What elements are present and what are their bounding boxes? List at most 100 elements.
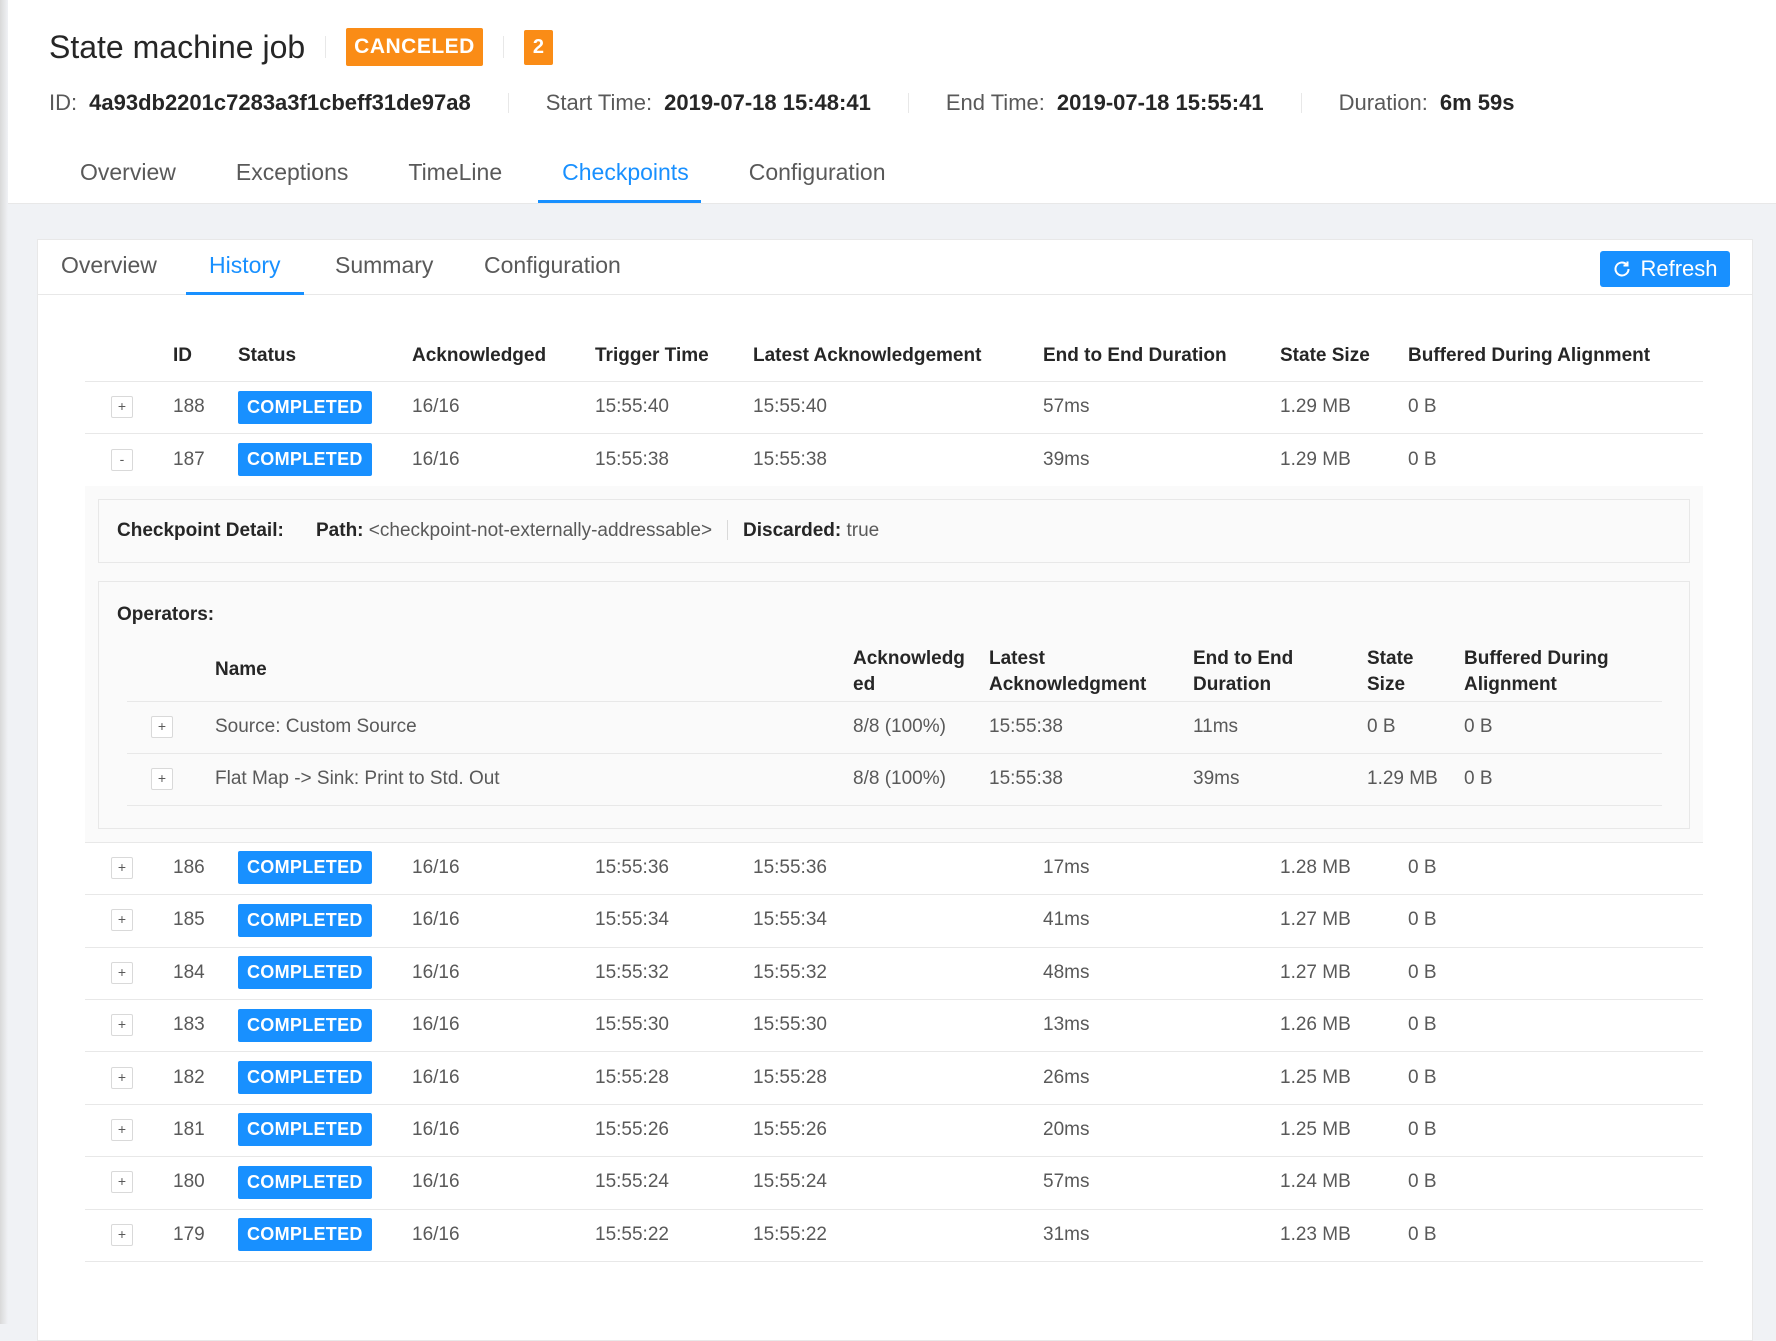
col-state-size[interactable]: State Size [1280, 344, 1370, 366]
path-label: Path: [316, 519, 364, 541]
buffered: 0 B [1408, 1014, 1437, 1036]
buffered: 0 B [1408, 1118, 1437, 1140]
collapse-row-button[interactable]: - [111, 448, 133, 471]
op-col-duration-line1: End to End [1193, 647, 1294, 669]
table-row: + COMPLETED 179 16/16 15:55:22 15:55:22 31ms 1.… [85, 1209, 1703, 1262]
trigger-time: 15:55:32 [595, 961, 669, 983]
col-latest-ack[interactable]: Latest Acknowledgement [753, 344, 982, 366]
table-row: + COMPLETED 182 16/16 15:55:28 15:55:28 26ms 1.… [85, 1051, 1703, 1105]
operator-latest: 15:55:38 [989, 767, 1063, 789]
operator-row: + Source: Custom Source 8/8 (100%) 15:55:38… [127, 701, 1662, 754]
operators-label: Operators: [117, 603, 215, 625]
expand-row-button[interactable]: + [111, 1066, 133, 1089]
expand-operator-button[interactable]: + [151, 715, 173, 738]
expand-row-button[interactable]: + [111, 1171, 133, 1194]
tab-overview[interactable]: Overview [80, 159, 176, 185]
col-e2e-duration[interactable]: End to End Duration [1043, 344, 1227, 366]
expand-row-button[interactable]: + [111, 1223, 133, 1246]
expand-operator-button[interactable]: + [151, 767, 173, 790]
op-col-name[interactable]: Name [215, 659, 267, 681]
subtab-history[interactable]: History [186, 240, 304, 295]
job-id: 4a93db2201c7283a3f1cbeff31de97a8 [89, 90, 471, 115]
divider [325, 36, 327, 58]
job-meta: ID: 4a93db2201c7283a3f1cbeff31de97a8 Sta… [49, 90, 1515, 116]
checkpoint-id: 186 [173, 856, 205, 878]
op-col-ack[interactable]: Acknowledg ed [853, 646, 965, 698]
table-row: + COMPLETED 181 16/16 15:55:26 15:55:26 20ms 1.… [85, 1104, 1703, 1158]
tab-timeline[interactable]: TimeLine [408, 159, 503, 185]
start-time: 2019-07-18 15:48:41 [664, 90, 871, 115]
subtab-summary[interactable]: Summary [335, 252, 434, 278]
latest-ack: 15:55:32 [753, 961, 827, 983]
tab-checkpoints[interactable]: Checkpoints [538, 150, 701, 203]
col-acknowledged[interactable]: Acknowledged [412, 344, 547, 366]
expand-row-button[interactable]: + [111, 961, 133, 984]
latest-ack: 15:55:28 [753, 1066, 827, 1088]
checkpoint-id: 188 [173, 396, 205, 418]
op-col-duration[interactable]: End to End Duration [1193, 646, 1293, 698]
status-badge: COMPLETED [238, 443, 372, 477]
expand-row-button[interactable]: + [111, 856, 133, 879]
acknowledged: 16/16 [412, 396, 460, 418]
op-col-buffered[interactable]: Buffered During Alignment [1464, 646, 1609, 698]
trigger-time: 15:55:22 [595, 1223, 669, 1245]
state-size: 1.28 MB [1280, 856, 1351, 878]
expand-row-button[interactable]: + [111, 909, 133, 932]
e2e-duration: 39ms [1043, 448, 1090, 470]
col-buffered[interactable]: Buffered During Alignment [1408, 344, 1651, 366]
subtab-configuration[interactable]: Configuration [484, 252, 621, 278]
operators-panel: Operators: Name Acknowledg ed Latest Acknowle… [98, 580, 1690, 829]
acknowledged: 16/16 [412, 1118, 460, 1140]
divider [507, 93, 509, 113]
e2e-duration: 57ms [1043, 1171, 1090, 1193]
acknowledged: 16/16 [412, 961, 460, 983]
col-trigger-time[interactable]: Trigger Time [595, 344, 709, 366]
latest-ack: 15:55:40 [753, 396, 827, 418]
latest-ack: 15:55:24 [753, 1171, 827, 1193]
discarded-label: Discarded: [743, 519, 842, 541]
e2e-duration: 41ms [1043, 909, 1090, 931]
col-status[interactable]: Status [238, 344, 297, 366]
col-id[interactable]: ID [173, 344, 192, 366]
status-badge: COMPLETED [238, 1008, 372, 1042]
latest-ack: 15:55:36 [753, 856, 827, 878]
trigger-time: 15:55:28 [595, 1066, 669, 1088]
id-label: ID: [49, 90, 78, 115]
refresh-button[interactable]: Refresh [1600, 251, 1730, 287]
checkpoint-id: 185 [173, 909, 205, 931]
expand-row-button[interactable]: + [111, 1014, 133, 1037]
op-col-latest-line1: Latest [989, 647, 1045, 669]
acknowledged: 16/16 [412, 856, 460, 878]
e2e-duration: 26ms [1043, 1066, 1090, 1088]
expand-row-button[interactable]: + [111, 1118, 133, 1141]
e2e-duration: 31ms [1043, 1223, 1090, 1245]
tab-exceptions[interactable]: Exceptions [235, 159, 349, 185]
job-name: State machine job [49, 28, 306, 65]
subtab-overview[interactable]: Overview [61, 252, 157, 278]
refresh-label: Refresh [1640, 256, 1718, 281]
checkpoint-id: 184 [173, 961, 205, 983]
job-header: State machine job CANCELED 2 ID: 4a93db2… [8, 0, 1776, 204]
buffered: 0 B [1408, 448, 1437, 470]
buffered: 0 B [1408, 856, 1437, 878]
op-col-size[interactable]: State Size [1367, 646, 1413, 698]
latest-ack: 15:55:26 [753, 1118, 827, 1140]
expand-row-button[interactable]: + [111, 396, 133, 419]
table-row: + COMPLETED 188 16/16 15:55:40 15:55:40 57ms 1.… [85, 381, 1703, 435]
op-col-latest[interactable]: Latest Acknowledgment [989, 646, 1146, 698]
duration-label: Duration: [1338, 90, 1428, 115]
trigger-time: 15:55:30 [595, 1014, 669, 1036]
tab-configuration[interactable]: Configuration [748, 159, 886, 185]
status-badge: COMPLETED [238, 390, 372, 424]
acknowledged: 16/16 [412, 909, 460, 931]
checkpoint-detail: Checkpoint Detail: Path: <checkpoint-not-… [98, 498, 1690, 563]
op-col-size-line1: State [1367, 647, 1414, 669]
buffered: 0 B [1408, 1223, 1437, 1245]
latest-ack: 15:55:22 [753, 1223, 827, 1245]
status-badge: COMPLETED [238, 1165, 372, 1199]
e2e-duration: 17ms [1043, 856, 1090, 878]
checkpoints-card: Overview History Summary Configuration R… [37, 239, 1753, 1341]
trigger-time: 15:55:38 [595, 448, 669, 470]
latest-ack: 15:55:30 [753, 1014, 827, 1036]
operator-buffered: 0 B [1464, 715, 1493, 737]
